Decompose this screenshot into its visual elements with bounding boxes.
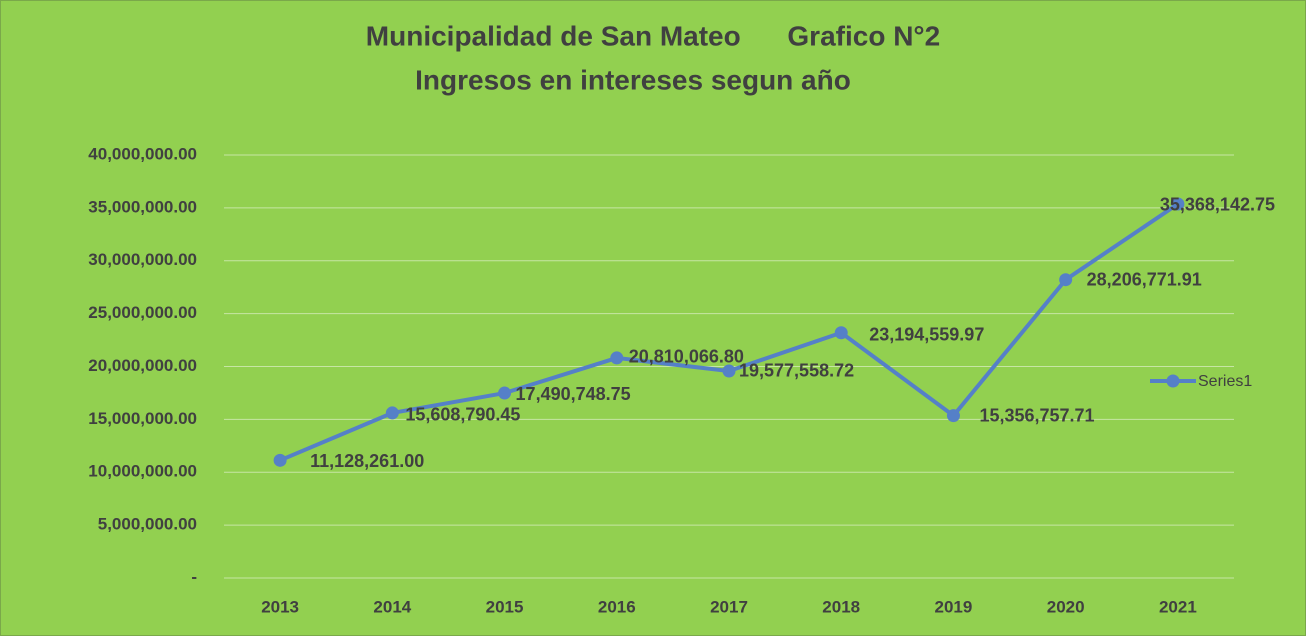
x-tick-label: 2016 [598, 597, 636, 616]
x-tick-label: 2013 [261, 597, 299, 616]
y-tick-label: 35,000,000.00 [88, 197, 197, 216]
y-tick-label: 5,000,000.00 [98, 515, 197, 534]
data-label: 23,194,559.97 [869, 324, 984, 344]
point [1171, 197, 1185, 211]
data-label: 19,577,558.72 [739, 361, 854, 381]
legend-label: Series1 [1198, 373, 1252, 390]
y-tick-label: 25,000,000.00 [88, 303, 197, 322]
y-tick-label: 15,000,000.00 [88, 409, 197, 428]
x-tick-label: 2021 [1159, 597, 1197, 616]
chart-subtitle: Ingresos en intereses segun año [415, 64, 851, 95]
x-tick-label: 2017 [710, 597, 748, 616]
point [610, 351, 624, 365]
point [498, 386, 512, 400]
data-label: 28,206,771.91 [1087, 269, 1202, 289]
data-label: 15,356,757.71 [979, 405, 1094, 425]
y-tick-label: 20,000,000.00 [88, 356, 197, 375]
point [834, 326, 848, 340]
x-tick-label: 2014 [373, 597, 411, 616]
legend-marker [1166, 374, 1180, 388]
x-tick-label: 2015 [486, 597, 524, 616]
point [946, 409, 960, 423]
data-label: 35,368,142.75 [1160, 195, 1275, 215]
data-label: 15,608,790.45 [405, 405, 520, 425]
point [385, 406, 399, 420]
chart-title: Municipalidad de San Mateo Grafico N°2 [366, 20, 940, 51]
x-tick-label: 2020 [1047, 597, 1085, 616]
point [722, 364, 736, 378]
data-label: 20,810,066.80 [629, 347, 744, 367]
data-label: 11,128,261.00 [310, 451, 424, 471]
x-tick-label: 2019 [935, 597, 973, 616]
x-tick-label: 2018 [822, 597, 860, 616]
y-tick-label: 10,000,000.00 [88, 462, 197, 481]
y-tick-label: 40,000,000.00 [88, 144, 197, 163]
y-tick-label: - [191, 567, 197, 586]
y-tick-label: 30,000,000.00 [88, 250, 197, 269]
point [1059, 273, 1073, 287]
data-label: 17,490,748.75 [516, 384, 631, 404]
point [273, 453, 287, 467]
